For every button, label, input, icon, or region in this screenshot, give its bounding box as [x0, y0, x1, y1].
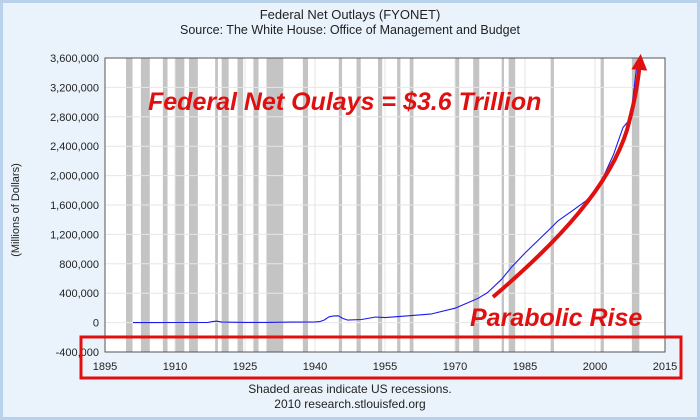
- x-tick-label: 1940: [303, 361, 327, 373]
- x-tick-label: 2000: [583, 361, 607, 373]
- y-tick-label: -400,000: [56, 347, 99, 359]
- x-tick-label: 2015: [653, 361, 677, 373]
- y-axis-ticks: -400,000 0 400,000 800,000 1,200,000 1,600,00…: [50, 53, 99, 359]
- x-tick-label: 1970: [443, 361, 467, 373]
- x-tick-label: 1985: [513, 361, 537, 373]
- recession-footnote: Shaded areas indicate US recessions.: [248, 382, 452, 396]
- x-tick-label: 1955: [373, 361, 397, 373]
- chart-title: Federal Net Outlays (FYONET): [259, 7, 441, 22]
- source-credit: 2010 research.stlouisfed.org: [274, 397, 426, 411]
- y-tick-label: 800,000: [59, 259, 99, 271]
- x-tick-label: 1895: [93, 361, 117, 373]
- chart-subtitle: Source: The White House: Office of Manag…: [179, 23, 520, 37]
- y-tick-label: 2,800,000: [50, 112, 99, 124]
- y-tick-label: 0: [93, 318, 99, 330]
- y-tick-label: 1,200,000: [50, 229, 99, 241]
- x-tick-label: 1910: [163, 361, 187, 373]
- plot-area: [104, 57, 666, 353]
- parabolic-arrow: [491, 54, 648, 299]
- y-tick-label: 3,200,000: [50, 82, 99, 94]
- y-tick-label: 2,400,000: [50, 141, 99, 153]
- y-axis-label: (Millions of Dollars): [10, 163, 22, 257]
- y-tick-label: 3,600,000: [50, 53, 99, 65]
- x-axis-ticks: 1895 1910 1925 1940 1955 1970 1985 2000 2015: [93, 361, 677, 373]
- y-tick-label: 2,000,000: [50, 171, 99, 183]
- y-tick-label: 400,000: [59, 288, 99, 300]
- x-axis-highlight-box: [79, 335, 683, 380]
- x-tick-label: 1925: [233, 361, 257, 373]
- annotation-parabolic: Parabolic Rise: [470, 304, 642, 332]
- y-tick-label: 1,600,000: [50, 200, 99, 212]
- annotation-total: Federal Net Oulays = $3.6 Trillion: [148, 88, 541, 116]
